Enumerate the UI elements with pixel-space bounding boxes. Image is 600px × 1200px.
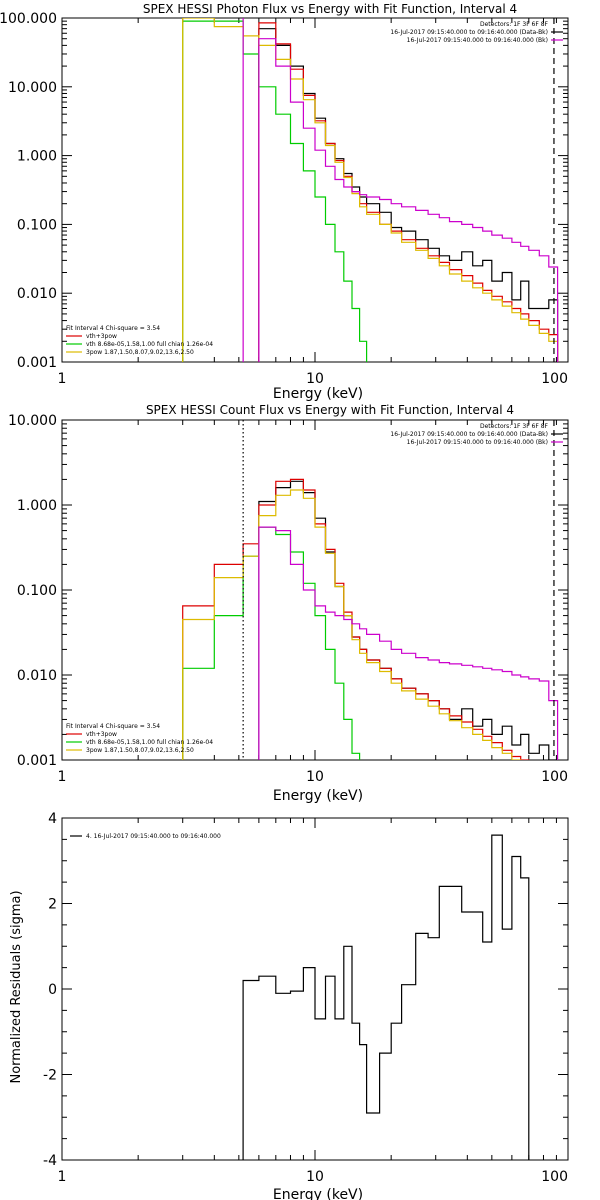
y-tick-label: -4 — [43, 1153, 57, 1169]
x-tick-label: 100 — [541, 371, 568, 387]
plot-area — [242, 834, 530, 1160]
y-tick-label: 0.010 — [17, 286, 57, 302]
series-3pow-line — [182, 18, 559, 362]
y-tick-label: 100.000 — [0, 11, 57, 27]
top-legend-text: Detectors: 1F 3F 6F 8F — [480, 21, 549, 28]
series-data-bk-line — [258, 28, 559, 362]
residuals-panel: Energy (keV) Normalized Residuals (sigma… — [9, 811, 569, 1200]
bottom-legend-text: 3pow 1.87,1.50,8.07,9.02,13.6,2.50 — [86, 349, 194, 356]
y-tick-label: 1.000 — [17, 498, 57, 514]
top-legend-text: 16-Jul-2017 09:15:40.000 to 09:16:40.000… — [407, 37, 548, 44]
top-legend-text: Detectors: 1F 3F 6F 8F — [480, 423, 549, 430]
series-bk-line — [258, 526, 559, 760]
y-tick-label: 0.001 — [17, 753, 57, 769]
x-tick-label: 1 — [58, 769, 67, 785]
x-tick-label: 10 — [306, 371, 324, 387]
y-tick-label: 0.010 — [17, 668, 57, 684]
top-legend-text: 16-Jul-2017 09:15:40.000 to 09:16:40.000… — [390, 29, 548, 36]
top-legend-text: 16-Jul-2017 09:15:40.000 to 09:16:40.000… — [407, 439, 548, 446]
y-tick-label: 0.100 — [17, 583, 57, 599]
bottom-legend-text: vth+3pow — [86, 731, 117, 738]
x-tick-label: 10 — [306, 1169, 324, 1185]
count-flux-title: SPEX HESSI Count Flux vs Energy with Fit… — [146, 403, 514, 417]
bottom-legend-text: vth 8.68e-05,1.58,1.00 full chian 1.26e-… — [86, 739, 213, 746]
y-tick-label: 2 — [48, 897, 57, 913]
series-vth-3pow-line — [182, 478, 530, 760]
residuals-ylabel: Normalized Residuals (sigma) — [9, 890, 24, 1083]
photon-flux-panel: SPEX HESSI Photon Flux vs Energy with Fi… — [0, 2, 569, 402]
x-tick-label: 1 — [58, 371, 67, 387]
series-data-bk-line — [258, 480, 559, 760]
series-residuals-line — [242, 834, 530, 1160]
y-tick-label: 10.000 — [8, 80, 57, 96]
bottom-legend-text: Fit Interval 4 Chi-square = 3.54 — [66, 723, 160, 730]
y-tick-label: 0.100 — [17, 217, 57, 233]
y-tick-label: 0.001 — [17, 355, 57, 371]
y-tick-label: 4 — [48, 811, 57, 827]
x-tick-label: 100 — [541, 769, 568, 785]
count-flux-xlabel: Energy (keV) — [273, 788, 363, 804]
count-flux-panel: SPEX HESSI Count Flux vs Energy with Fit… — [8, 403, 569, 804]
residuals-xlabel: Energy (keV) — [273, 1187, 363, 1200]
bottom-legend-text: Fit Interval 4 Chi-square = 3.54 — [66, 325, 160, 332]
y-tick-label: -2 — [43, 1068, 57, 1084]
top-legend-text: 16-Jul-2017 09:15:40.000 to 09:16:40.000… — [390, 431, 548, 438]
legend-text: 4. 16-Jul-2017 09:15:40.000 to 09:16:40.… — [86, 833, 221, 840]
plot-area — [182, 478, 559, 760]
series-3pow-line — [182, 489, 522, 760]
y-tick-label: 0 — [48, 982, 57, 998]
y-tick-label: 10.000 — [8, 413, 57, 429]
photon-flux-xlabel: Energy (keV) — [273, 386, 363, 402]
plot-area — [182, 18, 559, 362]
photon-flux-title: SPEX HESSI Photon Flux vs Energy with Fi… — [143, 2, 517, 16]
y-tick-label: 1.000 — [17, 149, 57, 165]
bottom-legend-text: 3pow 1.87,1.50,8.07,9.02,13.6,2.50 — [86, 747, 194, 754]
x-tick-label: 100 — [541, 1169, 568, 1185]
bottom-legend-text: vth 8.68e-05,1.58,1.00 full chian 1.26e-… — [86, 341, 213, 348]
series-vth-line — [182, 526, 361, 760]
series-vth-line — [182, 20, 368, 362]
bottom-legend-text: vth+3pow — [86, 333, 117, 340]
series-bk-line — [258, 38, 559, 362]
x-tick-label: 1 — [58, 1169, 67, 1185]
x-tick-label: 10 — [306, 769, 324, 785]
